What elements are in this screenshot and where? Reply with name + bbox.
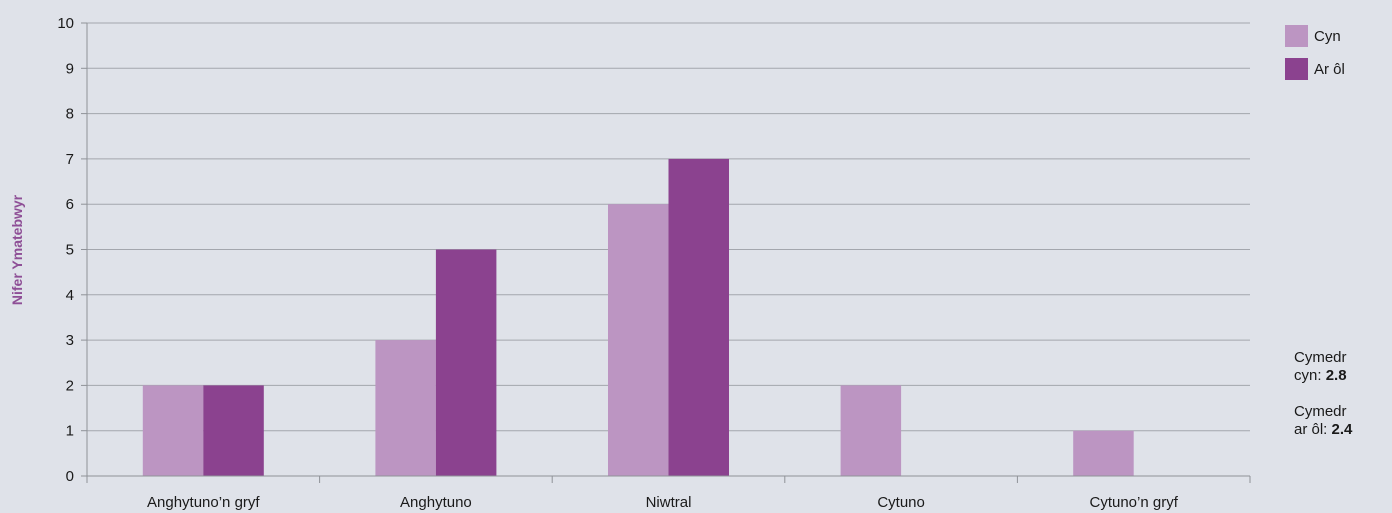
y-tick-label-9: 9 [66, 60, 74, 77]
mean-after-line-1: Cymedr [1294, 403, 1352, 421]
legend-label-ar-ol: Ar ôl [1314, 61, 1345, 78]
mean-after-line-2: ar ôl: 2.4 [1294, 421, 1352, 439]
bar-ar-ol-1 [436, 250, 497, 477]
bar-ar-ol-2 [669, 159, 730, 476]
legend: Cyn Ar ôl [1285, 25, 1345, 91]
legend-swatch-ar-ol [1285, 58, 1308, 80]
legend-item-ar-ol: Ar ôl [1285, 58, 1345, 80]
bars [143, 159, 1134, 476]
bar-cyn-4 [1073, 431, 1134, 476]
mean-before-line-1: Cymedr [1294, 349, 1352, 367]
y-axis-label: Nifer Ymatebwyr [9, 194, 25, 305]
mean-before-label: cyn: [1294, 367, 1322, 384]
y-tick-label-6: 6 [66, 196, 74, 213]
mean-annotations: Cymedr cyn: 2.8 Cymedr ar ôl: 2.4 [1294, 349, 1352, 457]
y-tick-label-2: 2 [66, 377, 74, 394]
y-tick-label-8: 8 [66, 106, 74, 123]
y-tick-label-5: 5 [66, 242, 74, 259]
y-tick-label-0: 0 [66, 468, 74, 485]
x-tick-label-1: Anghytuno [400, 494, 472, 511]
bar-cyn-0 [143, 385, 204, 476]
x-tick-label-0: Anghytuno’n gryf [147, 494, 260, 511]
y-tick-label-10: 10 [57, 15, 74, 32]
y-tick-label-3: 3 [66, 332, 74, 349]
bar-cyn-3 [841, 385, 902, 476]
y-tick-label-1: 1 [66, 423, 74, 440]
x-tick-label-3: Cytuno [877, 494, 925, 511]
mean-before-value: 2.8 [1326, 367, 1347, 384]
y-tick-label-4: 4 [66, 287, 74, 304]
x-tick-label-2: Niwtral [646, 494, 692, 511]
bar-ar-ol-0 [203, 385, 263, 476]
x-tick-label-4: Cytuno’n gryf [1090, 494, 1179, 511]
bar-cyn-1 [375, 340, 436, 476]
bar-cyn-2 [608, 204, 669, 476]
legend-label-cyn: Cyn [1314, 28, 1341, 45]
mean-after: Cymedr ar ôl: 2.4 [1294, 403, 1352, 439]
legend-swatch-cyn [1285, 25, 1308, 47]
mean-after-value: 2.4 [1332, 421, 1353, 438]
mean-after-label: ar ôl: [1294, 421, 1327, 438]
y-tick-label-7: 7 [66, 151, 74, 168]
mean-before: Cymedr cyn: 2.8 [1294, 349, 1352, 385]
legend-item-cyn: Cyn [1285, 25, 1345, 47]
mean-before-line-2: cyn: 2.8 [1294, 367, 1352, 385]
